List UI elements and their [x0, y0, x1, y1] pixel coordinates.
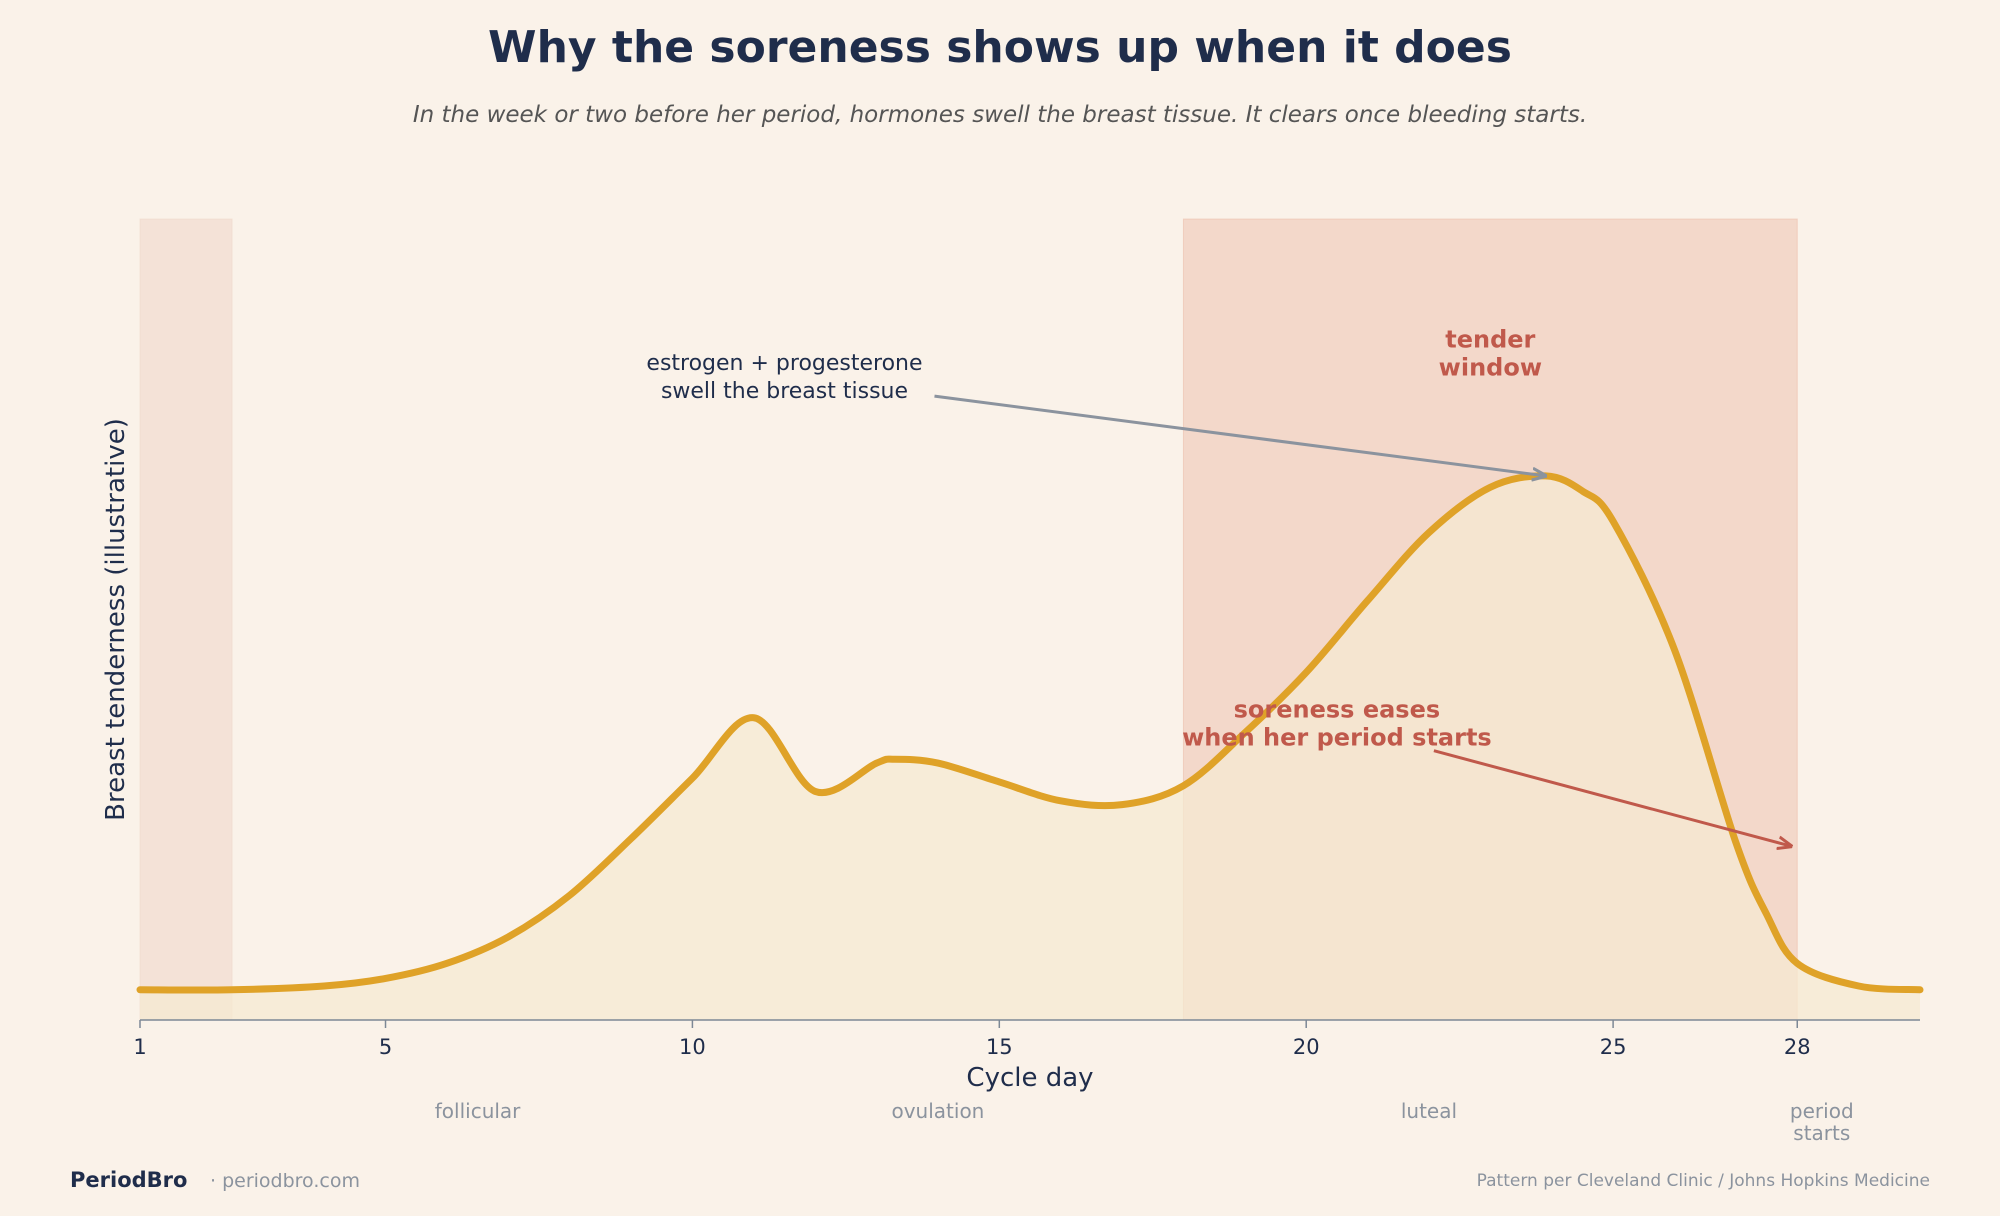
annotation-text: soreness eases when her period starts — [1182, 696, 1492, 752]
source-note: Pattern per Cleveland Clinic / Johns Hop… — [1477, 1171, 1930, 1191]
x-tick-label: 20 — [1293, 1035, 1320, 1059]
brand-name: PeriodBro — [70, 1168, 187, 1192]
x-tick-label: 10 — [679, 1035, 706, 1059]
annotation-arrow — [934, 394, 1545, 476]
phase-label: luteal — [1401, 1099, 1457, 1123]
phase-label: period starts — [1790, 1099, 1854, 1145]
x-tick-label: 1 — [133, 1035, 146, 1059]
chart-subtitle: In the week or two before her period, ho… — [413, 102, 1587, 128]
x-tick-label: 25 — [1600, 1035, 1627, 1059]
x-axis-label: Cycle day — [966, 1063, 1093, 1093]
x-tick-label: 28 — [1784, 1035, 1811, 1059]
tenderness-line — [136, 472, 1924, 994]
phase-label: ovulation — [891, 1099, 984, 1123]
shaded-region-period — [139, 218, 233, 1021]
x-tick-label: 15 — [986, 1035, 1013, 1059]
chart-title: Why the soreness shows up when it does — [488, 22, 1512, 73]
x-tick-label: 5 — [379, 1035, 392, 1059]
annotation-text: tender window — [1439, 325, 1542, 381]
phase-label: follicular — [435, 1099, 521, 1123]
annotation-arrow — [1433, 749, 1791, 846]
brand-url: · periodbro.com — [210, 1170, 360, 1192]
y-axis-label: Breast tenderness (illustrative) — [101, 418, 131, 821]
annotation-text: estrogen + progesterone swell the breast … — [646, 351, 922, 404]
